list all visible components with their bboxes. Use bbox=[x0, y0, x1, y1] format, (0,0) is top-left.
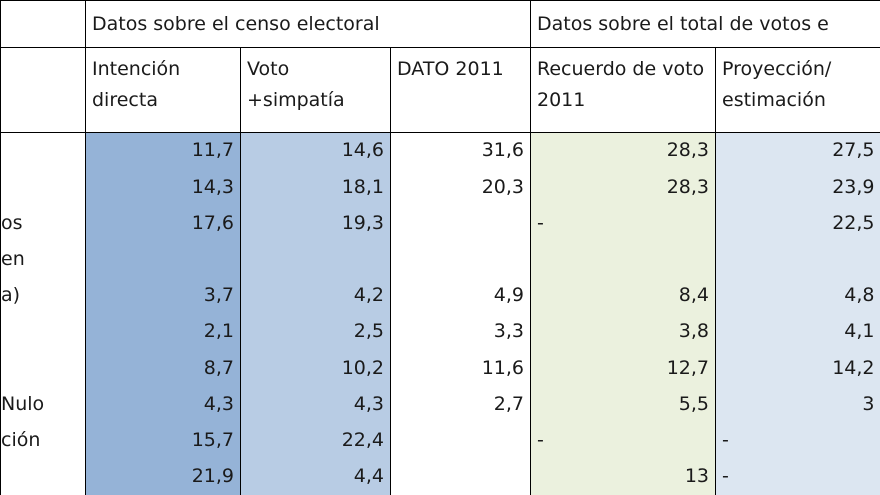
cell-recuerdo: 28,3 bbox=[530, 168, 716, 206]
row-label: en bbox=[0, 241, 86, 278]
cell-intencion: 4,3 bbox=[85, 386, 241, 423]
cell-proyeccion: 4,8 bbox=[714, 277, 880, 314]
cell-voto-simpatia: 22,4 bbox=[240, 422, 391, 459]
cell-voto-simpatia: 10,2 bbox=[240, 350, 391, 387]
row-label bbox=[0, 313, 86, 351]
table-row: en bbox=[0, 241, 880, 278]
cell-intencion: 14,3 bbox=[85, 168, 241, 206]
cell-intencion: 17,6 bbox=[85, 205, 241, 242]
col-header-intencion: Intención directa bbox=[85, 47, 241, 133]
cell-proyeccion: - bbox=[714, 458, 880, 495]
cell-proyeccion: 27,5 bbox=[714, 132, 880, 169]
table-row: Nulo 4,3 4,3 2,7 5,5 3 bbox=[0, 386, 880, 423]
cell-proyeccion bbox=[714, 241, 880, 278]
corner-cell bbox=[0, 0, 86, 49]
cell-dato-2011: 31,6 bbox=[390, 132, 531, 169]
cell-proyeccion: 14,2 bbox=[714, 350, 880, 387]
cell-dato-2011: 4,9 bbox=[390, 277, 531, 314]
cell-intencion: 3,7 bbox=[85, 277, 241, 314]
table-row: a) 3,7 4,2 4,9 8,4 4,8 bbox=[0, 277, 880, 314]
column-header-row: Intención directa Voto +simpatía DATO 20… bbox=[0, 47, 880, 133]
cell-voto-simpatia: 2,5 bbox=[240, 313, 391, 351]
cell-dato-2011: 3,3 bbox=[390, 313, 531, 351]
row-label bbox=[0, 132, 86, 169]
col-header-proyeccion: Proyección/ estimación bbox=[714, 47, 880, 133]
cell-recuerdo: - bbox=[530, 205, 716, 242]
row-label: a) bbox=[0, 277, 86, 314]
cell-proyeccion: - bbox=[714, 422, 880, 459]
cell-dato-2011 bbox=[390, 205, 531, 242]
corner-cell-2 bbox=[0, 47, 86, 133]
cell-dato-2011: 11,6 bbox=[390, 350, 531, 387]
cell-intencion: 15,7 bbox=[85, 422, 241, 459]
table-row: 11,7 14,6 31,6 28,3 27,5 bbox=[0, 132, 880, 169]
cell-voto-simpatia bbox=[240, 241, 391, 278]
cell-intencion: 8,7 bbox=[85, 350, 241, 387]
cell-voto-simpatia: 4,2 bbox=[240, 277, 391, 314]
cell-dato-2011: 2,7 bbox=[390, 386, 531, 423]
cell-dato-2011 bbox=[390, 422, 531, 459]
table-row: 21,9 4,4 13- bbox=[0, 458, 880, 495]
cell-proyeccion: 4,1 bbox=[714, 313, 880, 351]
row-label: os bbox=[0, 205, 86, 242]
group-header-votos: Datos sobre el total de votos e bbox=[529, 0, 880, 49]
cell-voto-simpatia: 14,6 bbox=[240, 132, 391, 169]
table-row: 8,7 10,2 11,6 12,7 14,2 bbox=[0, 350, 880, 387]
cell-dato-2011 bbox=[390, 458, 531, 495]
row-label bbox=[0, 350, 86, 387]
row-label: Nulo bbox=[0, 386, 86, 423]
cell-voto-simpatia: 18,1 bbox=[240, 168, 391, 206]
cell-voto-simpatia: 4,4 bbox=[240, 458, 391, 495]
row-label bbox=[0, 168, 86, 206]
cell-recuerdo: 3,8 bbox=[530, 313, 716, 351]
cell-recuerdo bbox=[530, 241, 716, 278]
cell-recuerdo: 8,4 bbox=[530, 277, 716, 314]
group-header-row: Datos sobre el censo electoral Datos sob… bbox=[0, 0, 880, 49]
cell-voto-simpatia: 4,3 bbox=[240, 386, 391, 423]
row-label bbox=[0, 458, 86, 495]
table-row: os 17,6 19,3 -22,5 bbox=[0, 205, 880, 242]
cell-intencion: 11,7 bbox=[85, 132, 241, 169]
cell-voto-simpatia: 19,3 bbox=[240, 205, 391, 242]
cell-proyeccion: 23,9 bbox=[714, 168, 880, 206]
group-header-censo: Datos sobre el censo electoral bbox=[85, 0, 531, 49]
cell-intencion bbox=[85, 241, 241, 278]
row-label: ción bbox=[0, 422, 86, 459]
cell-intencion: 21,9 bbox=[85, 458, 241, 495]
table-row: 14,3 18,1 20,3 28,3 23,9 bbox=[0, 168, 880, 206]
col-header-recuerdo: Recuerdo de voto 2011 bbox=[530, 47, 716, 133]
cell-proyeccion: 22,5 bbox=[714, 205, 880, 242]
cell-recuerdo: 28,3 bbox=[530, 132, 716, 169]
col-header-dato-2011: DATO 2011 bbox=[390, 47, 531, 133]
cell-recuerdo: 12,7 bbox=[530, 350, 716, 387]
cell-dato-2011 bbox=[390, 241, 531, 278]
table-row: 2,1 2,5 3,3 3,8 4,1 bbox=[0, 313, 880, 351]
cell-dato-2011: 20,3 bbox=[390, 168, 531, 206]
cell-proyeccion: 3 bbox=[714, 386, 880, 423]
cell-intencion: 2,1 bbox=[85, 313, 241, 351]
cell-recuerdo: 5,5 bbox=[530, 386, 716, 423]
col-header-voto-simpatia: Voto +simpatía bbox=[240, 47, 391, 133]
cell-recuerdo: - bbox=[530, 422, 716, 459]
table-row: ción 15,7 22,4 - - bbox=[0, 422, 880, 459]
cell-recuerdo: 13 bbox=[530, 458, 716, 495]
